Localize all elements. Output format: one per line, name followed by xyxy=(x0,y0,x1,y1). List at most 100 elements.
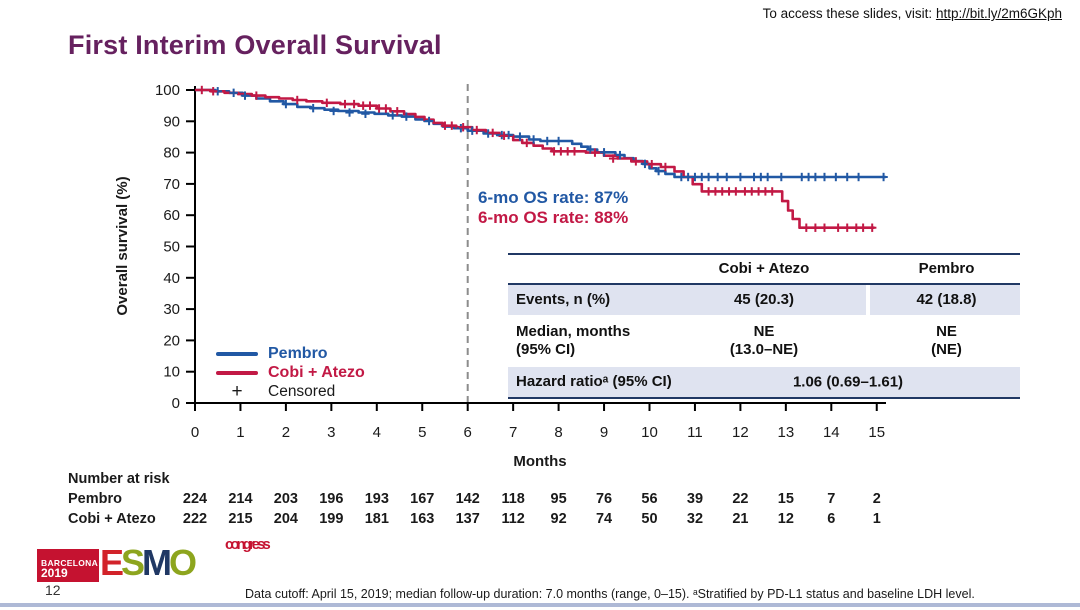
events-row-label: Events, n (%) xyxy=(516,291,611,308)
esmo-year-label: 2019 xyxy=(41,566,68,580)
svg-text:6: 6 xyxy=(827,511,835,527)
number-at-risk-row-label: Pembro xyxy=(68,491,122,507)
y-axis-ticks: 0 10 20 30 40 50 60 70 80 90 100 xyxy=(155,82,195,412)
legend-label-cobi-atezo: Cobi + Atezo xyxy=(268,363,365,381)
table-header-cobi-atezo: Cobi + Atezo xyxy=(718,260,810,277)
events-cobi-atezo-value: 45 (20.3) xyxy=(733,291,795,308)
svg-text:0: 0 xyxy=(191,424,199,441)
os-rate-pembro-label: 6-mo OS rate: 87% xyxy=(478,188,629,207)
page-number: 12 xyxy=(45,582,61,598)
svg-text:92: 92 xyxy=(551,511,567,527)
table-header-row: Cobi + Atezo Pembro xyxy=(508,255,1020,283)
svg-text:3: 3 xyxy=(327,424,335,441)
svg-text:10: 10 xyxy=(641,424,658,441)
median-pembro-value: NE (NE) xyxy=(873,323,1020,359)
footer-note: Data cutoff: April 15, 2019; median foll… xyxy=(245,587,975,601)
svg-text:50: 50 xyxy=(163,239,180,256)
svg-text:20: 20 xyxy=(163,332,180,349)
svg-text:100: 100 xyxy=(155,82,180,99)
os-rate-cobi-label: 6-mo OS rate: 88% xyxy=(478,208,629,227)
table-header-pembro: Pembro xyxy=(918,260,975,277)
esmo-letter-s: S xyxy=(121,542,145,583)
svg-text:74: 74 xyxy=(596,511,612,527)
page-title: First Interim Overall Survival xyxy=(68,30,442,60)
svg-text:112: 112 xyxy=(501,511,524,527)
table-row-median: Median, months (95% CI) NE (13.0–NE) NE … xyxy=(508,315,1020,367)
svg-text:224: 224 xyxy=(183,491,207,507)
hazard-ratio-value: 1.06 (0.69–1.61) xyxy=(792,373,904,391)
svg-text:7: 7 xyxy=(509,424,517,441)
svg-text:90: 90 xyxy=(163,113,180,130)
table-row-events: Events, n (%) 45 (20.3) 42 (18.8) xyxy=(508,285,1020,315)
median-cobi-atezo-value: NE (13.0–NE) xyxy=(658,323,870,359)
svg-text:15: 15 xyxy=(868,424,885,441)
svg-text:7: 7 xyxy=(827,491,835,507)
svg-text:204: 204 xyxy=(274,511,298,527)
access-link[interactable]: http://bit.ly/2m6GKph xyxy=(935,6,1062,21)
table-bottom-rule xyxy=(508,397,1020,399)
esmo-city-label: BARCELONA xyxy=(41,558,99,568)
svg-text:222: 222 xyxy=(183,511,207,527)
svg-text:163: 163 xyxy=(410,511,434,527)
svg-text:4: 4 xyxy=(373,424,381,441)
number-at-risk-row-label: Cobi + Atezo xyxy=(68,511,156,527)
esmo-congress-label: congress xyxy=(225,536,271,553)
svg-text:50: 50 xyxy=(641,511,657,527)
svg-text:199: 199 xyxy=(319,511,343,527)
os-rate-annotations: 6-mo OS rate: 87% 6-mo OS rate: 88% xyxy=(478,188,628,228)
legend-row-censored: + Censored xyxy=(216,382,365,401)
table-header-rule xyxy=(508,283,1020,285)
svg-text:56: 56 xyxy=(641,491,657,507)
table-row-hazard-ratio: Hazard ratioᵃ (95% CI) 1.06 (0.69–1.61) xyxy=(508,367,1020,397)
svg-text:15: 15 xyxy=(778,491,794,507)
esmo-letter-o: O xyxy=(169,542,197,583)
censor-marks-pembro xyxy=(213,87,888,182)
bottom-rule xyxy=(0,603,1080,607)
svg-text:12: 12 xyxy=(732,424,749,441)
svg-text:181: 181 xyxy=(365,511,389,527)
median-pembro-line2: (NE) xyxy=(931,341,962,358)
median-cobi-line1: NE xyxy=(753,323,775,340)
svg-text:13: 13 xyxy=(778,424,795,441)
svg-text:2: 2 xyxy=(873,491,881,507)
svg-text:22: 22 xyxy=(732,491,748,507)
svg-text:30: 30 xyxy=(163,301,180,318)
svg-text:10: 10 xyxy=(163,364,180,381)
svg-text:118: 118 xyxy=(501,491,524,507)
svg-text:70: 70 xyxy=(163,176,180,193)
svg-text:8: 8 xyxy=(554,424,562,441)
svg-text:21: 21 xyxy=(732,511,748,527)
access-note-text: To access these slides, visit: xyxy=(762,6,936,21)
svg-text:2: 2 xyxy=(282,424,290,441)
median-pembro-line1: NE xyxy=(936,323,957,340)
esmo-wordmark: ESMO congress xyxy=(100,536,271,584)
svg-text:60: 60 xyxy=(163,207,180,224)
hazard-ratio-row-label: Hazard ratioᵃ (95% CI) xyxy=(516,373,672,390)
svg-text:196: 196 xyxy=(319,491,343,507)
cobi-atezo-line-swatch xyxy=(216,370,258,375)
legend-row-pembro: Pembro xyxy=(216,344,365,363)
svg-text:215: 215 xyxy=(228,511,252,527)
censored-plus-icon: + xyxy=(231,380,243,402)
svg-text:9: 9 xyxy=(600,424,608,441)
svg-text:95: 95 xyxy=(551,491,567,507)
svg-text:11: 11 xyxy=(687,424,703,441)
events-pembro-value: 42 (18.8) xyxy=(916,291,977,308)
esmo-barcelona-badge: BARCELONA 2019 xyxy=(37,549,99,582)
median-label-line1: Median, months xyxy=(516,323,631,340)
censor-marks-cobi-atezo xyxy=(197,85,877,232)
svg-text:80: 80 xyxy=(163,145,180,162)
number-at-risk-title: Number at risk xyxy=(68,471,170,487)
svg-text:203: 203 xyxy=(274,491,298,507)
svg-text:0: 0 xyxy=(172,395,180,412)
svg-text:1: 1 xyxy=(236,424,244,441)
svg-text:5: 5 xyxy=(418,424,426,441)
svg-text:32: 32 xyxy=(687,511,703,527)
x-axis-title: Months xyxy=(513,453,566,470)
pembro-line-swatch xyxy=(216,351,258,356)
svg-text:14: 14 xyxy=(823,424,840,441)
median-cobi-line2: (13.0–NE) xyxy=(729,341,799,358)
legend-label-pembro: Pembro xyxy=(268,344,328,362)
